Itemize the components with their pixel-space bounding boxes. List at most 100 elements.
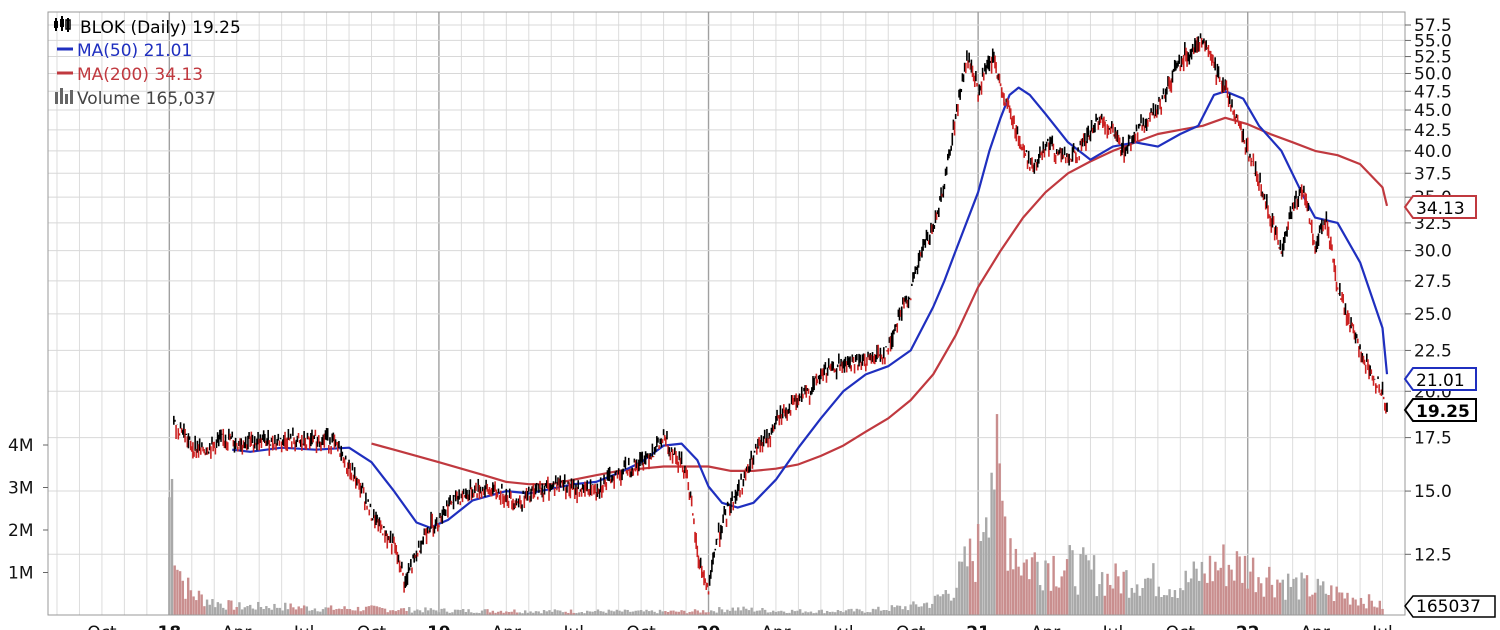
volume-bar: [475, 612, 478, 615]
volume-bar: [184, 598, 187, 615]
legend-ma200: MA(200) 34.13: [77, 65, 203, 85]
ma50-tag-text: 21.01: [1416, 371, 1465, 391]
volume-bar: [769, 612, 772, 615]
volume-bar: [1176, 597, 1179, 615]
volume-bar: [866, 611, 869, 615]
volume-bar: [1251, 557, 1255, 615]
volume-bar: [575, 612, 578, 615]
volume-bar: [674, 611, 678, 615]
volume-bar: [893, 607, 896, 615]
volume-bar: [1044, 560, 1047, 615]
volume-bar: [346, 608, 349, 615]
volume-bar: [1154, 596, 1158, 615]
price-tick-label: 25.0: [1414, 305, 1452, 325]
volume-bar: [429, 608, 433, 615]
volume-bar: [1195, 568, 1198, 615]
volume-bar: [518, 612, 522, 615]
volume-bar: [370, 605, 373, 615]
volume-bar: [720, 609, 724, 615]
volume-bar: [418, 610, 422, 615]
volume-bar: [1082, 547, 1085, 615]
date-tick-label: Apr: [222, 623, 251, 630]
volume-bar: [704, 612, 708, 615]
volume-bar: [1233, 580, 1236, 615]
volume-bar: [723, 612, 726, 615]
volume-bar: [240, 609, 244, 615]
volume-bar: [887, 610, 891, 615]
volume-bar: [300, 608, 303, 615]
volume-bar: [235, 607, 238, 615]
volume-bar: [650, 610, 654, 615]
volume-bar: [785, 613, 788, 615]
volume-bar: [351, 610, 354, 615]
volume-bar: [238, 602, 241, 615]
volume-bar: [389, 610, 392, 615]
volume-bar: [1127, 597, 1131, 615]
volume-bar: [232, 609, 236, 615]
volume-bar: [483, 609, 486, 615]
volume-bar: [1292, 578, 1295, 615]
volume-bar: [523, 610, 527, 615]
volume-bar: [1227, 564, 1231, 615]
volume-bar: [1243, 555, 1247, 615]
volume-bar: [435, 610, 438, 615]
volume-bar: [168, 497, 171, 615]
volume-bar: [718, 607, 721, 615]
volume-bar: [648, 611, 651, 615]
price-tick-label: 55.0: [1414, 31, 1452, 51]
date-tick-label: Jul: [1371, 623, 1393, 630]
volume-bar: [1200, 561, 1204, 615]
volume-bar: [426, 610, 430, 615]
volume-bar: [1184, 570, 1187, 615]
date-tick-label: Oct: [896, 623, 926, 630]
volume-bar: [222, 607, 225, 615]
volume-bar: [545, 611, 548, 615]
volume-bar: [1211, 581, 1214, 615]
volume-bar: [801, 612, 805, 615]
volume-bar: [758, 610, 761, 615]
volume-bar: [960, 561, 964, 615]
volume-bar: [1095, 596, 1098, 615]
volume-bar: [230, 600, 233, 615]
volume-bar: [710, 610, 713, 615]
volume-bar: [1068, 545, 1071, 615]
volume-bar: [1316, 578, 1320, 615]
volume-bar: [607, 609, 610, 615]
volume-bar: [693, 609, 697, 615]
volume-bar: [1235, 551, 1239, 615]
volume-bar: [394, 611, 397, 615]
volume-bar: [874, 609, 877, 615]
volume-bar: [1030, 557, 1034, 615]
volume-bar: [1192, 561, 1196, 615]
price-tick-label: 47.5: [1414, 82, 1452, 102]
volume-bar: [332, 609, 335, 615]
volume-bar: [842, 612, 845, 615]
volume-bar: [612, 611, 616, 615]
price-tick-label: 27.5: [1414, 272, 1452, 292]
volume-bar: [658, 609, 662, 615]
volume-bar: [1152, 563, 1155, 615]
date-tick-label: 18: [157, 623, 181, 630]
volume-bar: [1038, 585, 1042, 615]
volume-bar: [564, 611, 567, 615]
volume-bar: [195, 600, 198, 615]
volume-bar: [1187, 582, 1190, 615]
volume-bar: [1357, 605, 1360, 615]
date-tick-label: Oct: [1166, 623, 1196, 630]
volume-bar: [1028, 579, 1031, 615]
volume-bar: [262, 609, 265, 615]
volume-bar: [586, 610, 589, 615]
volume-bar: [515, 612, 519, 615]
volume-bar: [1348, 604, 1352, 615]
volume-bar: [755, 610, 759, 615]
volume-bar: [421, 612, 424, 615]
volume-bar: [445, 611, 449, 615]
volume-bar: [1346, 592, 1349, 615]
volume-bar: [532, 612, 535, 615]
volume-bar: [707, 612, 710, 615]
legend-volume: Volume 165,037: [77, 89, 216, 109]
volume-bar: [928, 607, 931, 615]
volume-bar: [408, 607, 411, 615]
volume-bar: [567, 612, 570, 615]
volume-bar: [621, 611, 624, 615]
